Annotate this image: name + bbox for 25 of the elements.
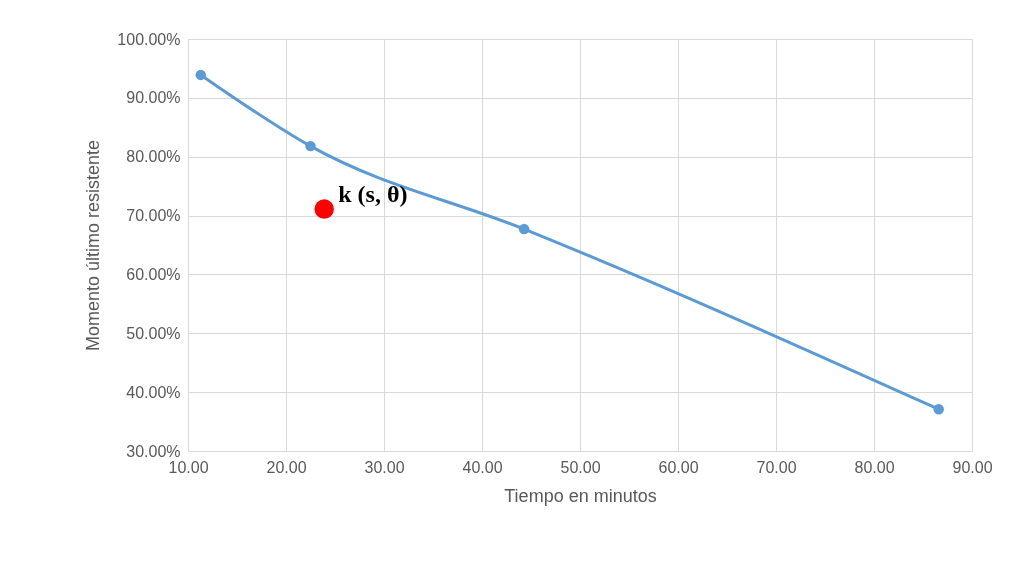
y-tick-label: 40.00% [126,383,181,401]
y-tick-label: 80.00% [126,148,181,166]
x-tick-label: 20.00 [266,458,307,476]
annotation: k (s, θ) [338,181,408,208]
x-tick-label: 40.00 [462,458,503,476]
point [518,223,530,235]
y-tick-label: 90.00% [126,89,181,107]
x-tick-label: 30.00 [364,458,405,476]
x-tick-label: 50.00 [560,458,601,476]
y-axis-title: Momento último resistente [83,139,104,352]
point [933,403,944,415]
point [195,69,206,81]
point [314,199,334,219]
x-axis-title: Tiempo en minutos [504,485,657,506]
y-tick-label: 60.00% [126,265,181,283]
y-tick-label: 70.00% [126,207,181,225]
x-tick-label: 70.00 [756,458,797,476]
y-tick-label: 30.00% [126,442,181,460]
x-tick-label: 60.00 [658,458,699,476]
y-tick-label: 50.00% [126,324,181,342]
x-tick-label: 80.00 [854,458,895,476]
x-tick-label: 90.00 [952,458,993,476]
x-tick-label: 10.00 [168,458,209,476]
point [305,140,316,152]
y-tick-label: 100.00% [117,30,181,48]
